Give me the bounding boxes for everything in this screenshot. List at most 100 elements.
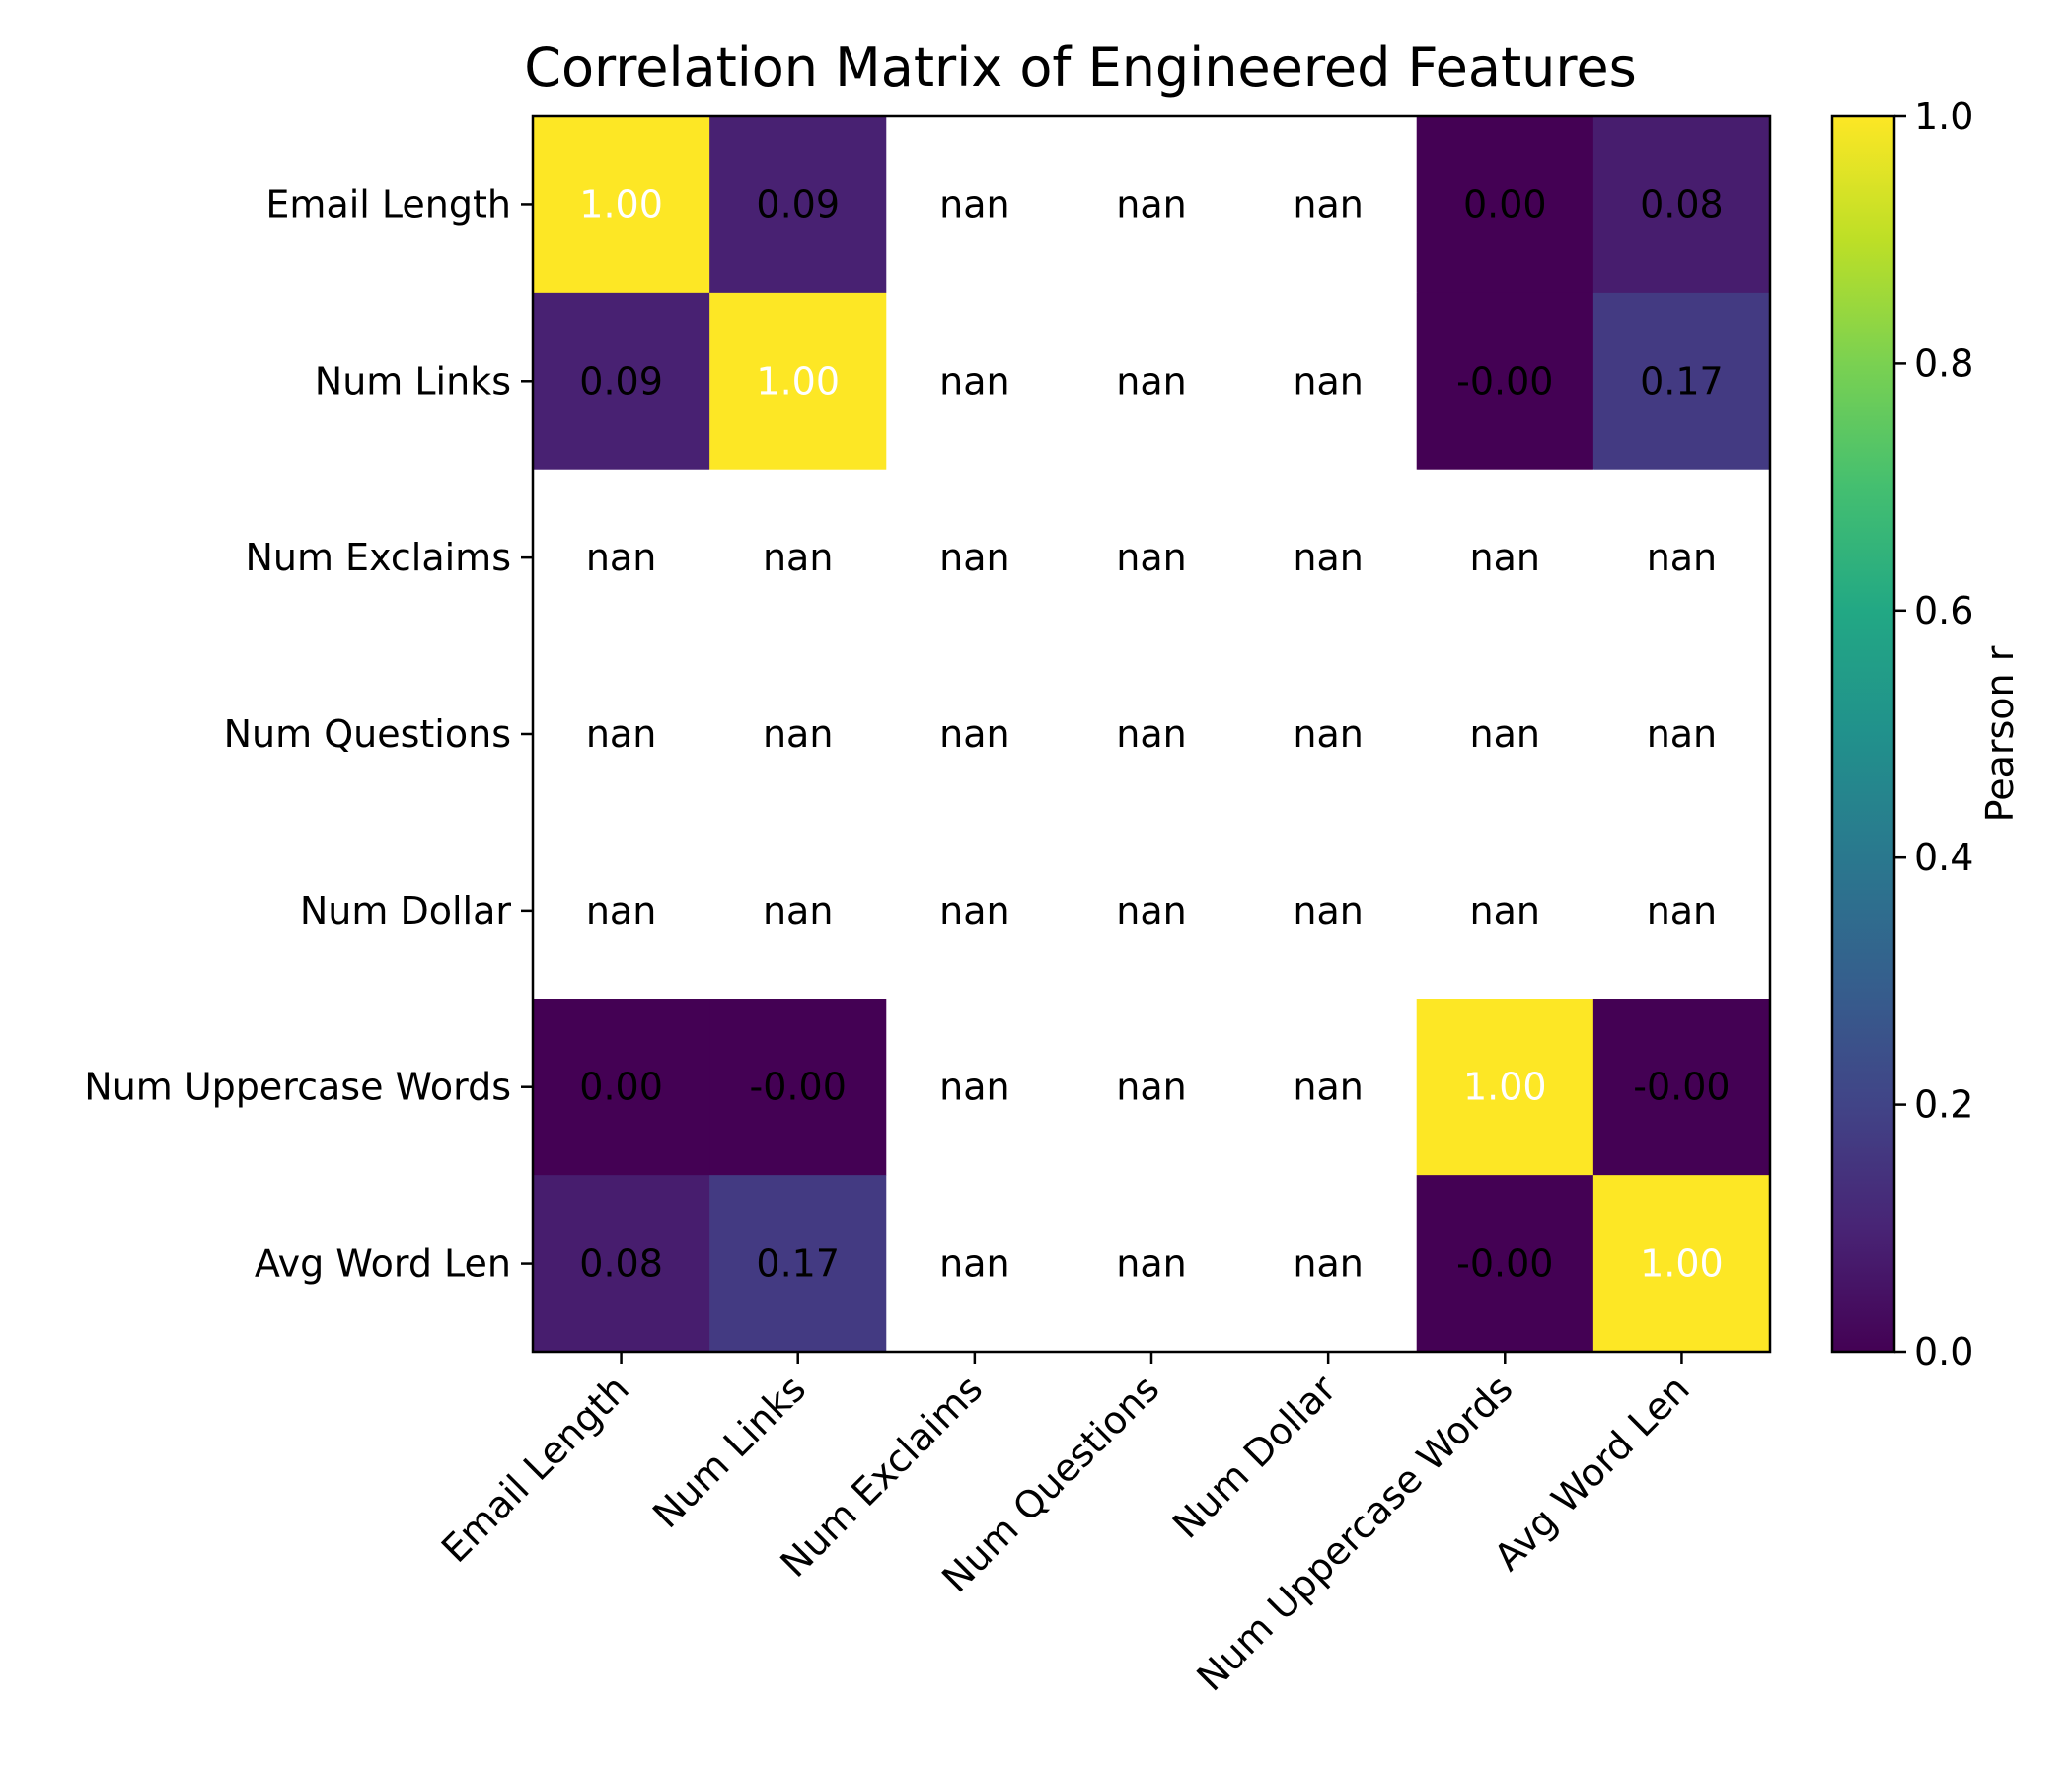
heatmap-cell	[709, 1175, 887, 1353]
cell-value-label: nan	[1470, 889, 1540, 932]
heatmap-cell	[1063, 469, 1241, 647]
heatmap-cell	[709, 999, 887, 1176]
heatmap-cell	[1416, 469, 1594, 647]
heatmap-cell	[709, 645, 887, 824]
heatmap-cell	[533, 469, 710, 647]
heatmap-cell	[533, 645, 710, 824]
cell-value-label: 0.17	[756, 1242, 840, 1286]
heatmap-cell	[1063, 822, 1241, 999]
x-tick-label: Email Length	[433, 1367, 637, 1571]
cell-value-label: nan	[1470, 536, 1540, 579]
heatmap-cell	[1416, 292, 1594, 471]
heatmap-cell	[533, 999, 710, 1176]
heatmap-cell	[1239, 469, 1418, 647]
cell-value-label: nan	[763, 536, 833, 579]
cell-value-label: 1.00	[1640, 1242, 1724, 1286]
cell-value-label: 1.00	[579, 183, 663, 226]
colorbar-frame	[1830, 114, 1896, 1354]
heatmap-cell	[709, 469, 887, 647]
cell-value-label: 0.00	[1463, 183, 1547, 226]
cell-value-label: -0.00	[1456, 359, 1553, 403]
cell-value-label: nan	[1116, 1066, 1186, 1109]
y-tick-label: Num Exclaims	[245, 536, 511, 579]
heatmap-cell-labels: 1.00 0.09 nan nan nan 0.00 0.08 0.09 1.00 nan nan n…	[579, 183, 1730, 1285]
heatmap-cell	[1063, 645, 1241, 824]
heatmap-cell	[886, 1175, 1065, 1353]
heatmap-cell	[1592, 292, 1771, 471]
colorbar-label: Pearson r	[1978, 645, 2022, 822]
heatmap-cell	[1416, 116, 1594, 294]
cell-value-label: nan	[1293, 889, 1363, 932]
y-tick-label: Num Uppercase Words	[84, 1066, 511, 1109]
cell-value-label: -0.00	[750, 1066, 847, 1109]
heatmap-cell	[709, 292, 887, 471]
heatmap-cell	[1063, 292, 1241, 471]
cell-value-label: 0.09	[579, 359, 663, 403]
heatmap-cell	[886, 116, 1065, 294]
colorbar-tick-label: 0.6	[1914, 589, 1973, 632]
y-tick-label: Email Length	[265, 183, 511, 226]
heatmap-cell	[533, 116, 710, 294]
cell-value-label: -0.00	[1456, 1242, 1553, 1286]
heatmap-cell	[1592, 645, 1771, 824]
cell-value-label: nan	[586, 712, 656, 756]
y-axis: Email Length Num Links Num Exclaims Num Que…	[84, 183, 533, 1286]
cell-value-label: nan	[1116, 359, 1186, 403]
cell-value-label: nan	[1293, 1066, 1363, 1109]
cell-value-label: nan	[939, 359, 1009, 403]
cell-value-label: nan	[1116, 183, 1186, 226]
cell-value-label: nan	[1116, 889, 1186, 932]
colorbar-tick-label: 0.2	[1914, 1083, 1973, 1127]
cell-value-label: nan	[1293, 712, 1363, 756]
colorbar-tick-label: 0.8	[1914, 341, 1973, 385]
cell-value-label: nan	[1647, 712, 1717, 756]
heatmap-cell	[886, 469, 1065, 647]
colorbar: 0.0 0.2 0.4 0.6 0.8 1.0 Pearson r	[1830, 95, 2022, 1373]
cell-value-label: nan	[586, 536, 656, 579]
cell-value-label: nan	[1293, 536, 1363, 579]
cell-value-label: nan	[939, 889, 1009, 932]
cell-value-label: nan	[939, 1066, 1009, 1109]
cell-value-label: nan	[763, 889, 833, 932]
colorbar-ticks: 0.0 0.2 0.4 0.6 0.8 1.0	[1894, 95, 1973, 1373]
cell-value-label: nan	[1647, 536, 1717, 579]
cell-value-label: nan	[1116, 1242, 1186, 1286]
heatmap-cell	[886, 822, 1065, 999]
cell-value-label: nan	[1293, 183, 1363, 226]
colorbar-tick-label: 1.0	[1914, 95, 1973, 138]
heatmap-cell	[1416, 999, 1594, 1176]
cell-value-label: 0.09	[756, 183, 840, 226]
cell-value-label: nan	[1293, 359, 1363, 403]
heatmap-cell	[886, 999, 1065, 1176]
chart-title: Correlation Matrix of Engineered Feature…	[524, 37, 1637, 99]
heatmap-cell	[1416, 645, 1594, 824]
heatmap-cell	[533, 292, 710, 471]
heatmap-cell	[1239, 645, 1418, 824]
heatmap-cell	[1063, 999, 1241, 1176]
colorbar-gradient	[1832, 116, 1894, 1352]
heatmap-cell	[886, 292, 1065, 471]
cell-value-label: nan	[939, 183, 1009, 226]
cell-value-label: 0.08	[579, 1242, 663, 1286]
cell-value-label: nan	[939, 712, 1009, 756]
cell-value-label: 1.00	[756, 359, 840, 403]
heatmap-cell	[1239, 116, 1418, 294]
heatmap-cell	[1416, 1175, 1594, 1353]
heatmap-cell	[533, 1175, 710, 1353]
y-tick-label: Num Questions	[224, 712, 511, 756]
cell-value-label: nan	[939, 1242, 1009, 1286]
cell-value-label: nan	[1116, 536, 1186, 579]
cell-value-label: -0.00	[1633, 1066, 1730, 1109]
heatmap-cell	[1239, 1175, 1418, 1353]
heatmap-cell	[1592, 469, 1771, 647]
y-tick-label: Avg Word Len	[255, 1242, 511, 1286]
cell-value-label: 1.00	[1463, 1066, 1547, 1109]
heatmap-cell	[1239, 999, 1418, 1176]
colorbar-tick-label: 0.0	[1914, 1330, 1973, 1373]
heatmap-cell	[1592, 1175, 1771, 1353]
x-tick-label: Num Uppercase Words	[1189, 1367, 1521, 1699]
cell-value-label: nan	[939, 536, 1009, 579]
y-tick-label: Num Dollar	[300, 889, 512, 932]
heatmap-cell	[533, 822, 710, 999]
